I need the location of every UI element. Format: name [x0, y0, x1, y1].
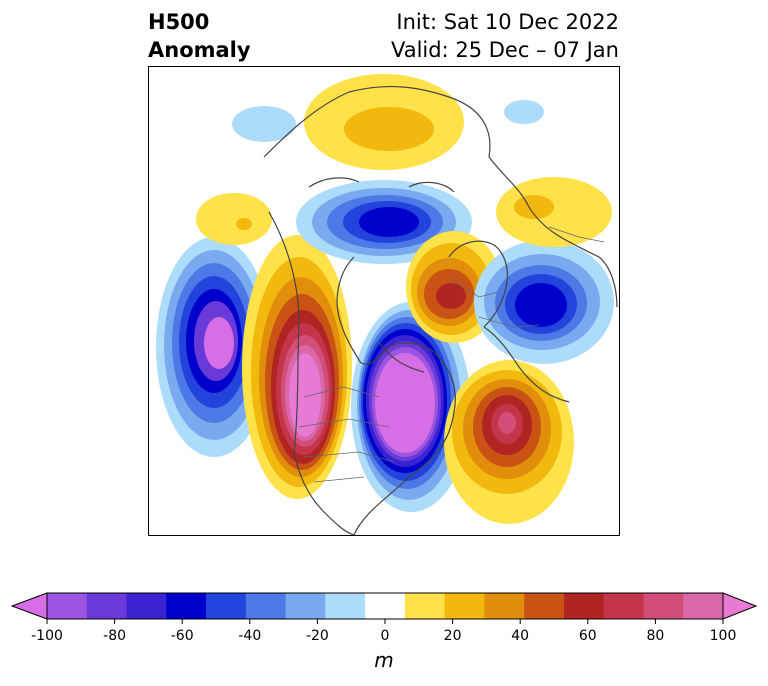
colorbar-cell: [245, 593, 287, 619]
colorbar-cell: [325, 593, 366, 619]
map-title: H500 Anomaly: [148, 8, 251, 64]
colorbar-tick-label: 60: [578, 628, 597, 644]
upper-right-positive: [496, 177, 612, 247]
west-ridge-contours: [242, 235, 352, 499]
colorbar-cell: [563, 593, 605, 619]
aleutian-low-contours: [156, 237, 272, 457]
colorbar-cell: [404, 593, 446, 619]
title-line-2: Anomaly: [148, 38, 251, 62]
colorbar-tick-label: 40: [511, 628, 530, 644]
colorbar-tick-label: -20: [305, 628, 329, 644]
colorbar-cell: [484, 593, 525, 619]
colorbar-cell: [683, 593, 724, 619]
map-panel: [148, 66, 620, 536]
colorbar-cells: [10, 592, 758, 620]
atlantic-ridge-contours: [444, 360, 574, 524]
arctic-ridge-contours: [304, 74, 464, 170]
colorbar-unit: m: [374, 648, 394, 672]
colorbar-cell: [86, 593, 128, 619]
title-line-1: H500: [148, 10, 210, 34]
colorbar-cell: [603, 593, 644, 619]
init-date: Init: Sat 10 Dec 2022: [396, 10, 619, 34]
polar-trough-contours: [296, 180, 472, 264]
left-positive-patch: [196, 193, 272, 245]
colorbar-cell: [206, 593, 247, 619]
colorbar-cell: [524, 593, 565, 619]
colorbar-min-extension: [10, 592, 48, 620]
upper-left-negative: [232, 106, 296, 142]
colorbar-cell: [47, 593, 88, 619]
upper-right-negative: [504, 100, 544, 124]
siberian-trough-contours: [474, 240, 614, 364]
colorbar-tick-label: -100: [31, 628, 63, 644]
colorbar-cell: [643, 593, 684, 619]
colorbar-cell: [444, 593, 485, 619]
colorbar: [10, 592, 758, 624]
colorbar-tick-label: 20: [443, 628, 462, 644]
anomaly-map: [156, 74, 618, 535]
colorbar-cell: [285, 593, 326, 619]
political-borders: [298, 226, 605, 483]
colorbar-tick-label: 80: [646, 628, 665, 644]
colorbar-tick-label: 100: [709, 628, 737, 644]
forecast-dates: Init: Sat 10 Dec 2022 Valid: 25 Dec – 07…: [391, 8, 619, 64]
colorbar-tick-label: -60: [170, 628, 194, 644]
east-trough-contours: [351, 302, 471, 512]
colorbar-tick-label: -80: [103, 628, 127, 644]
valid-range: Valid: 25 Dec – 07 Jan: [390, 38, 619, 62]
colorbar-tick-marks: [46, 619, 724, 624]
coastlines: [263, 85, 618, 535]
colorbar-max-extension: [722, 592, 758, 620]
colorbar-tick-label: 0: [380, 628, 390, 644]
colorbar-cell: [365, 593, 406, 619]
colorbar-cell: [126, 593, 167, 619]
colorbar-tick-label: -40: [238, 628, 262, 644]
colorbar-cell: [166, 593, 207, 619]
